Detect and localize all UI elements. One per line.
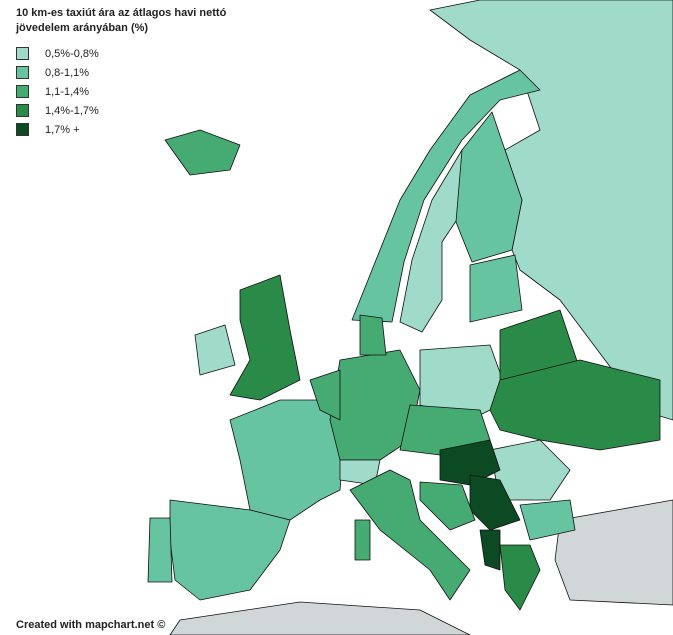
land (194, 324, 236, 376)
legend-label: 1,1-1,4% (45, 85, 90, 98)
land (499, 544, 541, 611)
legend-item: 0,5%-0,8% (16, 44, 99, 63)
land (519, 499, 576, 541)
land (489, 359, 661, 451)
legend-item: 1,7% + (16, 120, 99, 139)
land (164, 129, 241, 176)
land (147, 517, 173, 583)
legend-item: 1,4%-1,7% (16, 101, 99, 120)
land (169, 601, 471, 635)
land (351, 69, 541, 323)
land (349, 469, 471, 601)
legend-swatch (16, 104, 29, 117)
legend-label: 1,4%-1,7% (45, 104, 99, 117)
land (469, 474, 521, 531)
map-title: 10 km-es taxiút ára az átlagos havi nett… (16, 7, 227, 34)
land (229, 274, 301, 401)
legend-swatch (16, 47, 29, 60)
land (354, 519, 371, 561)
legend-label: 0,5%-0,8% (45, 47, 99, 60)
legend-label: 1,7% + (45, 123, 80, 136)
land (359, 314, 387, 356)
legend-item: 0,8-1,1% (16, 63, 99, 82)
credit: Created with mapchart.net © (16, 619, 166, 631)
legend-item: 1,1-1,4% (16, 82, 99, 101)
land (169, 499, 291, 601)
land (554, 499, 673, 606)
land (479, 529, 501, 571)
land (329, 349, 421, 461)
land (309, 369, 341, 421)
land (229, 399, 346, 521)
legend-swatch (16, 66, 29, 79)
land (419, 481, 476, 531)
legend: 0,5%-0,8% 0,8-1,1% 1,1-1,4% 1,4%-1,7% 1,7% + (16, 44, 99, 139)
legend-swatch (16, 123, 29, 136)
legend-label: 0,8-1,1% (45, 66, 90, 79)
land (455, 111, 523, 263)
legend-swatch (16, 85, 29, 98)
land (469, 254, 523, 323)
